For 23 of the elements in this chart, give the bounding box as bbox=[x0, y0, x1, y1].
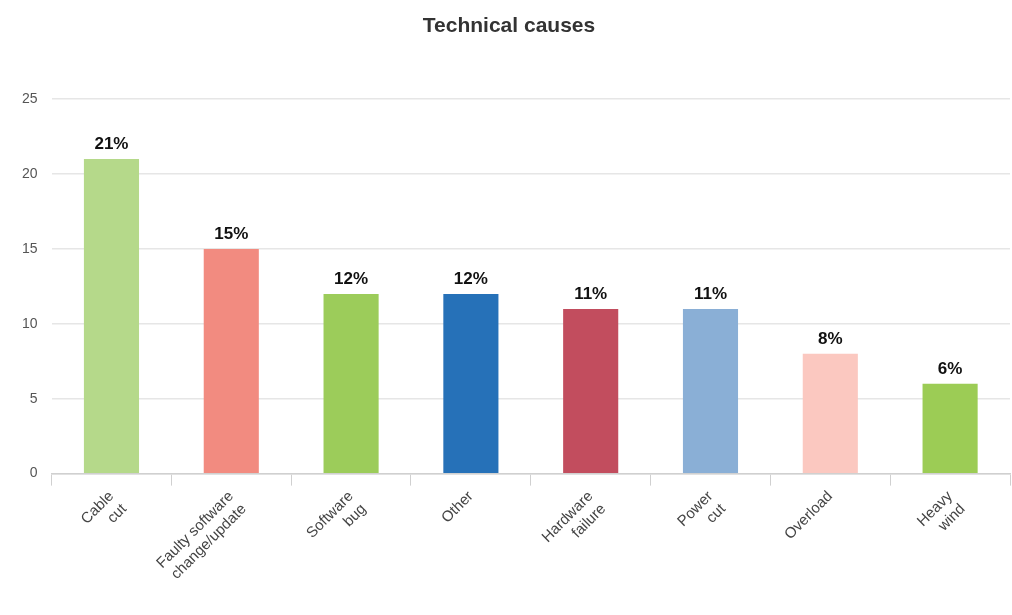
bar bbox=[443, 293, 499, 473]
bar bbox=[563, 308, 619, 473]
y-tick-label: 10 bbox=[21, 314, 38, 331]
data-label: 21% bbox=[94, 134, 129, 154]
bar bbox=[203, 248, 259, 473]
bar bbox=[83, 159, 140, 473]
data-label: 15% bbox=[214, 224, 249, 244]
bar bbox=[323, 293, 379, 473]
data-label: 12% bbox=[453, 269, 488, 289]
data-label: 6% bbox=[937, 358, 963, 378]
y-tick-label: 20 bbox=[21, 164, 38, 181]
bar bbox=[802, 353, 858, 473]
y-tick-label: 15 bbox=[21, 239, 38, 256]
data-label: 11% bbox=[693, 284, 728, 304]
data-label: 11% bbox=[574, 284, 608, 304]
chart-title: Technical causes bbox=[422, 13, 596, 37]
bar bbox=[922, 383, 978, 473]
y-tick-label: 0 bbox=[29, 464, 38, 481]
y-tick-label: 5 bbox=[29, 389, 38, 406]
bar bbox=[682, 308, 739, 473]
data-label: 12% bbox=[334, 269, 369, 289]
y-tick-label: 25 bbox=[21, 90, 38, 107]
data-label: 8% bbox=[818, 329, 843, 348]
